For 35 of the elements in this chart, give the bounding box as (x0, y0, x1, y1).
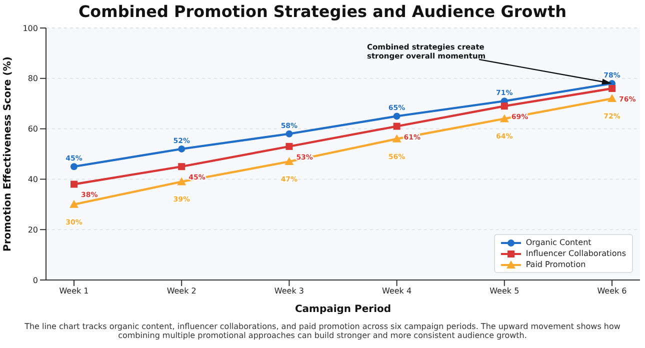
x-axis-title: Campaign Period (294, 304, 392, 315)
point (177, 177, 186, 186)
point (393, 112, 400, 120)
x-tick-label: Week 3 (274, 286, 304, 296)
point (70, 180, 78, 188)
legend-label: Organic Content (526, 238, 592, 247)
y-tick-label: 100 (22, 24, 38, 33)
legend-label: Influencer Collaborations (526, 249, 626, 258)
point (286, 130, 293, 138)
point (70, 200, 78, 208)
x-tick-label: Week 1 (59, 286, 89, 296)
y-tick-label: 20 (28, 225, 38, 234)
x-tick-label: Week 2 (166, 286, 196, 296)
point (608, 94, 616, 102)
legend-label: Paid Promotion (526, 260, 586, 269)
point (178, 145, 186, 152)
y-tick-label: 40 (28, 175, 38, 184)
point (393, 122, 400, 130)
y-tick-label: 0 (32, 276, 38, 285)
text: The line chart tracks organic content, influencer collaborations, and paid promotion across six campaign periods. The upward movement shows how combining multiple promotional approaches can build stronger and more consistent audience growth. (24, 321, 622, 340)
y-tick-label: 60 (28, 124, 38, 134)
chart-title: Combined Promotion Strategies and Audience Growth (77, 1, 568, 23)
x-tick-label: Week 4 (382, 286, 412, 296)
point (286, 142, 293, 150)
y-tick-label: 80 (28, 74, 38, 84)
x-tick-label: Week 5 (490, 286, 520, 296)
point (178, 163, 186, 170)
y-axis-title: Promotion Effectiveness Score (%) (2, 56, 14, 252)
point (70, 163, 78, 170)
point (608, 84, 616, 92)
point (500, 114, 509, 122)
point (284, 157, 294, 166)
point (392, 134, 402, 142)
x-tick-label: Week 6 (597, 286, 627, 296)
point (500, 102, 508, 110)
